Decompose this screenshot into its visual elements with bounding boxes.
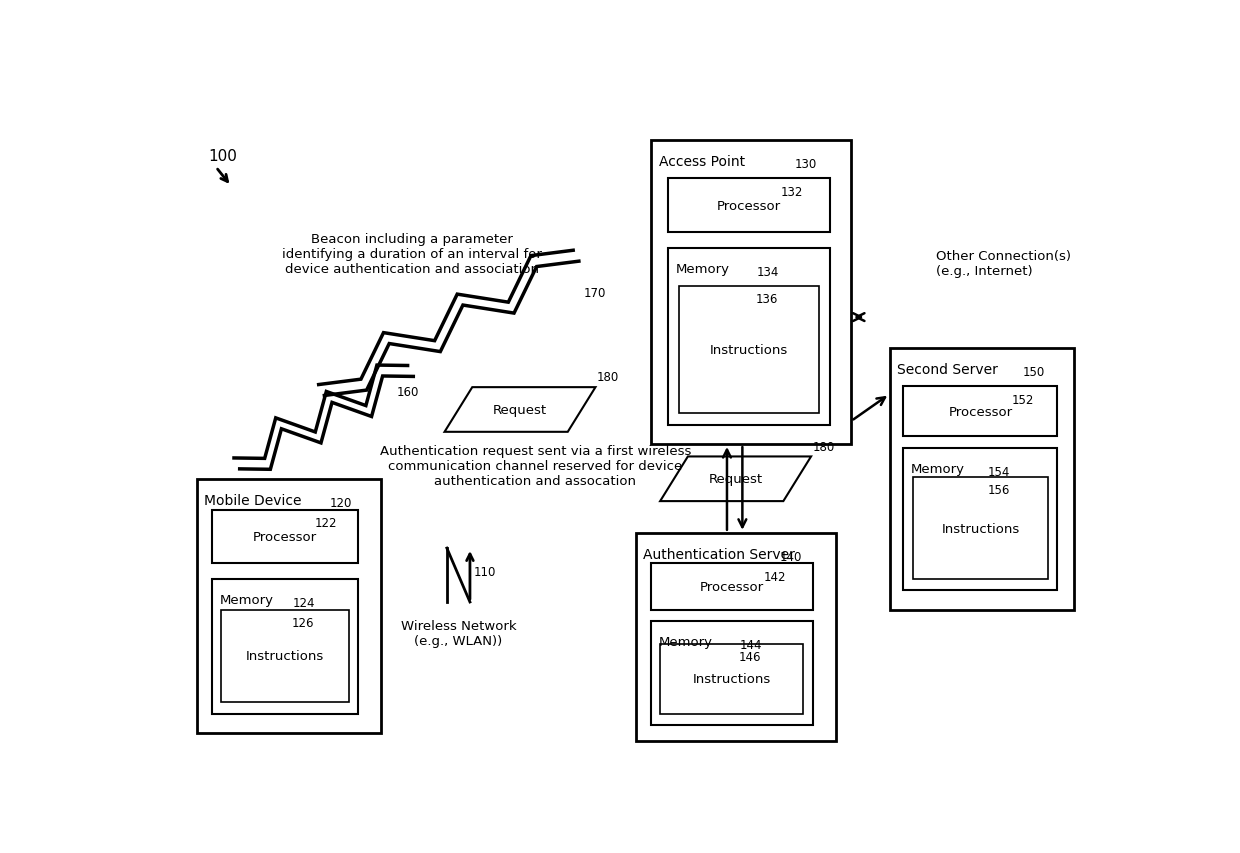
Bar (668, 248, 830, 426)
Text: Wireless Network
(e.g., WLAN)): Wireless Network (e.g., WLAN)) (401, 619, 516, 647)
Text: Instructions: Instructions (246, 650, 325, 663)
Text: Authentication request sent via a first wireless
communication channel reserved : Authentication request sent via a first … (379, 444, 691, 488)
Text: Instructions: Instructions (941, 522, 1019, 535)
Text: 146: 146 (739, 651, 761, 664)
Text: 144: 144 (740, 638, 763, 652)
Text: Processor: Processor (699, 580, 764, 594)
Bar (197, 479, 382, 733)
Text: 132: 132 (781, 185, 804, 199)
Text: Processor: Processor (949, 405, 1013, 419)
Bar (904, 449, 1058, 591)
Text: 152: 152 (1012, 393, 1034, 406)
Text: Instructions: Instructions (693, 673, 771, 686)
Bar (913, 478, 1048, 579)
Text: 126: 126 (291, 616, 314, 630)
Text: Memory: Memory (219, 593, 274, 606)
Text: Second Server: Second Server (898, 363, 998, 376)
Bar (668, 179, 830, 233)
Text: Access Point: Access Point (658, 154, 745, 169)
Text: 156: 156 (987, 484, 1009, 496)
Polygon shape (445, 388, 595, 432)
Text: 170: 170 (584, 287, 606, 300)
Text: 136: 136 (755, 293, 777, 306)
Text: 130: 130 (795, 158, 817, 171)
Text: Memory: Memory (658, 635, 713, 648)
Bar (651, 564, 812, 610)
Text: 122: 122 (315, 516, 337, 529)
Text: 180: 180 (596, 371, 619, 384)
Text: 154: 154 (988, 466, 1011, 479)
Text: 124: 124 (293, 596, 315, 609)
Bar (212, 579, 358, 714)
Bar (651, 141, 851, 444)
Text: 180: 180 (812, 440, 835, 453)
Bar (221, 610, 350, 702)
Text: Memory: Memory (911, 462, 965, 475)
Text: 160: 160 (397, 386, 419, 398)
Text: Other Connection(s)
(e.g., Internet): Other Connection(s) (e.g., Internet) (936, 250, 1071, 278)
Text: 120: 120 (330, 496, 352, 509)
Text: Request: Request (708, 473, 763, 485)
Bar (678, 287, 818, 414)
Bar (212, 510, 358, 564)
Text: Authentication Server: Authentication Server (644, 547, 795, 561)
Bar (660, 645, 804, 714)
Text: Mobile Device: Mobile Device (205, 493, 301, 507)
Text: 100: 100 (208, 148, 237, 164)
Text: 134: 134 (756, 265, 779, 278)
Text: 142: 142 (764, 570, 786, 583)
Text: Beacon including a parameter
identifying a duration of an interval for
device au: Beacon including a parameter identifying… (283, 233, 542, 276)
Bar (651, 622, 812, 725)
Text: Instructions: Instructions (709, 344, 787, 357)
Text: 110: 110 (474, 565, 496, 578)
Text: Processor: Processor (717, 200, 781, 212)
Bar (635, 533, 836, 740)
Text: Processor: Processor (253, 531, 317, 543)
Text: 150: 150 (1023, 365, 1045, 379)
Bar (889, 349, 1074, 610)
Text: 140: 140 (780, 550, 802, 563)
Bar (904, 387, 1058, 437)
Text: Request: Request (494, 403, 547, 416)
Text: Memory: Memory (676, 263, 729, 276)
Polygon shape (660, 457, 811, 502)
